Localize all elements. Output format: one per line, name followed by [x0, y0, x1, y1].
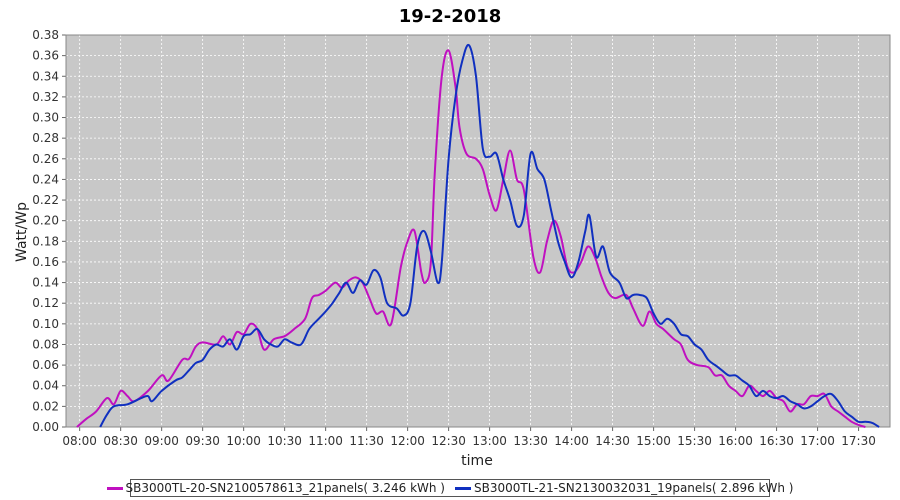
plot-border	[65, 34, 891, 428]
y-tick-label: 0.16	[32, 255, 59, 269]
chart-title: 19-2-2018	[399, 6, 502, 27]
series-line-1	[99, 43, 880, 428]
axes: 0.00 0.02 0.04 0.06 0.08 0.10 0.12 0.14 0.16 0.18…	[32, 28, 891, 448]
x-axis-title: time	[461, 453, 493, 469]
x-tick-label: 10:00	[226, 434, 261, 448]
y-tick-label: 0.34	[32, 69, 59, 83]
legend: SB3000TL-20-SN2100578613_21panels( 3.246…	[106, 479, 793, 497]
x-tick-label: 08:30	[103, 434, 138, 448]
y-tick-label: 0.12	[32, 296, 59, 310]
x-tick-label: 10:30	[267, 434, 302, 448]
x-tick-label: 17:00	[800, 434, 835, 448]
y-tick-label: 0.20	[32, 214, 59, 228]
y-tick-label: 0.26	[32, 152, 59, 166]
y-tick-label: 0.06	[32, 358, 59, 372]
x-tick-label: 08:00	[62, 434, 97, 448]
y-tick-label: 0.32	[32, 90, 59, 104]
legend-item-1: SB3000TL-21-SN2130032031_19panels( 2.896…	[455, 481, 793, 495]
legend-swatch-0	[106, 486, 123, 490]
y-tick-label: 0.22	[32, 193, 59, 207]
x-tick-label: 14:30	[595, 434, 630, 448]
x-tick-label: 15:30	[677, 434, 712, 448]
series-lines	[76, 43, 880, 428]
y-tick-label: 0.00	[32, 420, 59, 434]
x-tick-label: 14:00	[554, 434, 589, 448]
y-tick-label: 0.38	[32, 28, 59, 42]
y-tick-label: 0.02	[32, 399, 59, 413]
y-tick-label: 0.14	[32, 276, 59, 290]
legend-swatch-1	[455, 486, 471, 490]
legend-label-0: SB3000TL-20-SN2100578613_21panels( 3.246…	[125, 481, 445, 495]
x-tick-label: 09:30	[185, 434, 220, 448]
x-tick-label: 09:00	[144, 434, 179, 448]
x-tick-label: 12:30	[431, 434, 466, 448]
y-tick-label: 0.10	[32, 317, 59, 331]
y-tick-label: 0.30	[32, 111, 59, 125]
y-tick-label: 0.36	[32, 49, 59, 63]
legend-label-1: SB3000TL-21-SN2130032031_19panels( 2.896…	[474, 481, 794, 495]
x-tick-label: 16:30	[759, 434, 794, 448]
x-tick-label: 13:30	[513, 434, 548, 448]
y-tick-label: 0.08	[32, 337, 59, 351]
y-tick-label: 0.04	[32, 379, 59, 393]
y-axis-title: Watt/Wp	[14, 202, 30, 262]
x-tick-label: 12:00	[390, 434, 425, 448]
series-line-0	[76, 49, 866, 428]
y-tick-label: 0.28	[32, 131, 59, 145]
x-tick-label: 11:00	[308, 434, 343, 448]
x-tick-label: 11:30	[349, 434, 384, 448]
x-tick-label: 17:30	[841, 434, 876, 448]
chart-canvas: 19-2-2018 0.000.020.040.060.080.100.120.…	[14, 6, 891, 469]
y-tick-label: 0.18	[32, 234, 59, 248]
legend-item-0: SB3000TL-20-SN2100578613_21panels( 3.246…	[106, 481, 445, 495]
y-tick-label: 0.24	[32, 172, 59, 186]
x-tick-label: 16:00	[718, 434, 753, 448]
x-tick-label: 13:00	[472, 434, 507, 448]
grid-lines	[66, 34, 890, 428]
x-tick-label: 15:00	[636, 434, 671, 448]
